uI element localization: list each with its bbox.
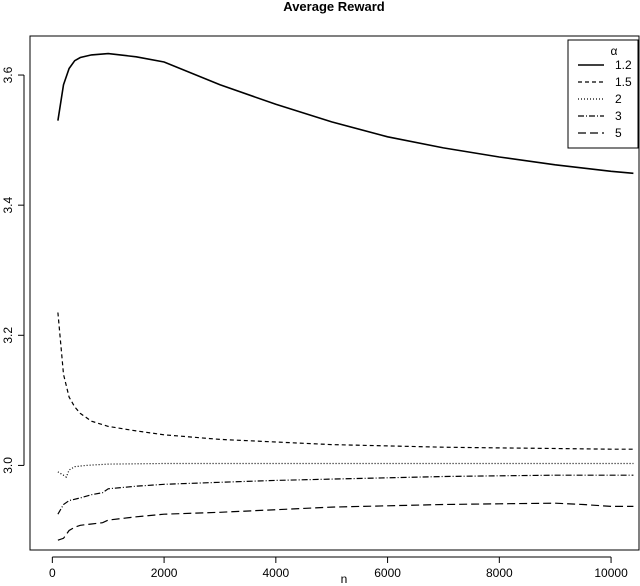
series-layer <box>57 52 634 541</box>
legend-title: α <box>611 44 618 58</box>
legend-label: 3 <box>615 109 622 123</box>
plot-frame <box>29 35 640 551</box>
x-axis: 0 2000 4000 6000 8000 10000 <box>49 556 628 580</box>
x-tick-label: 8000 <box>486 566 513 580</box>
y-tick-label: 3.0 <box>1 457 15 474</box>
series-line-alpha-2 <box>57 462 634 479</box>
series-line-alpha-5 <box>57 502 634 541</box>
x-tick-label: 10000 <box>594 566 628 580</box>
legend-items: 1.2 1.5 2 3 5 <box>578 58 632 140</box>
x-tick-label: 0 <box>49 566 56 580</box>
series-line-alpha-3 <box>57 474 634 515</box>
x-tick-label: 6000 <box>374 566 401 580</box>
y-tick-label: 3.6 <box>1 66 15 83</box>
legend-label: 5 <box>615 126 622 140</box>
y-axis: 3.0 3.2 3.4 3.6 <box>1 66 25 474</box>
legend-box <box>567 39 639 149</box>
series-line-alpha-1-5 <box>57 312 634 450</box>
legend-label: 1.5 <box>615 75 632 89</box>
x-axis-label: n <box>341 572 348 586</box>
y-tick-label: 3.4 <box>1 197 15 214</box>
y-tick-label: 3.2 <box>1 327 15 344</box>
legend-label: 2 <box>615 92 622 106</box>
x-tick-label: 2000 <box>151 566 178 580</box>
legend: α 1.2 1.5 2 3 5 <box>567 39 639 149</box>
chart-title: Average Reward <box>283 0 384 14</box>
x-tick-label: 4000 <box>262 566 289 580</box>
legend-label: 1.2 <box>615 58 632 72</box>
series-line-alpha-1-2 <box>57 52 634 175</box>
